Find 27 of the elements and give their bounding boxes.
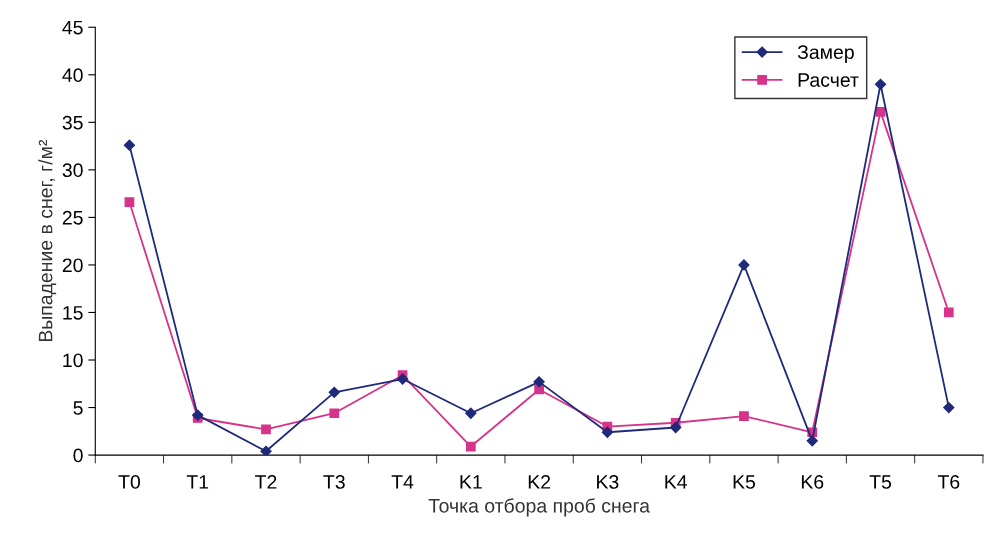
- x-axis-title: Точка отбора проб снега: [428, 498, 650, 517]
- y-tick-label: 5: [73, 401, 83, 415]
- x-tick-label: T0: [118, 475, 141, 489]
- y-tick-label: 30: [62, 163, 83, 178]
- y-tick-label: 20: [62, 258, 83, 273]
- x-tick-label: K1: [460, 475, 482, 489]
- legend-label: Расчет: [798, 73, 859, 87]
- x-tick-label: T6: [937, 475, 960, 489]
- y-tick-label: 45: [62, 20, 83, 35]
- y-axis-title: Выпадение в снег, г/м²: [38, 139, 57, 342]
- x-tick-label: T4: [391, 475, 414, 489]
- y-tick-label: 10: [63, 353, 83, 368]
- x-tick-label: T1: [186, 475, 209, 489]
- x-tick-label: T2: [255, 475, 277, 489]
- y-tick-label: 40: [62, 68, 83, 83]
- x-tick-label: K6: [801, 475, 824, 489]
- y-tick-label: 25: [62, 210, 83, 225]
- y-tick-label: 15: [63, 306, 83, 320]
- legend-label: Замер: [797, 45, 854, 63]
- x-tick-label: T3: [323, 475, 345, 489]
- x-tick-label: K3: [597, 475, 619, 489]
- x-tick-label: K5: [733, 475, 756, 489]
- x-tick-label: K2: [528, 475, 551, 489]
- y-tick-label: 35: [62, 115, 83, 130]
- y-tick-label: 0: [73, 448, 83, 463]
- x-tick-label: T5: [869, 475, 892, 489]
- x-tick-label: K4: [665, 475, 687, 489]
